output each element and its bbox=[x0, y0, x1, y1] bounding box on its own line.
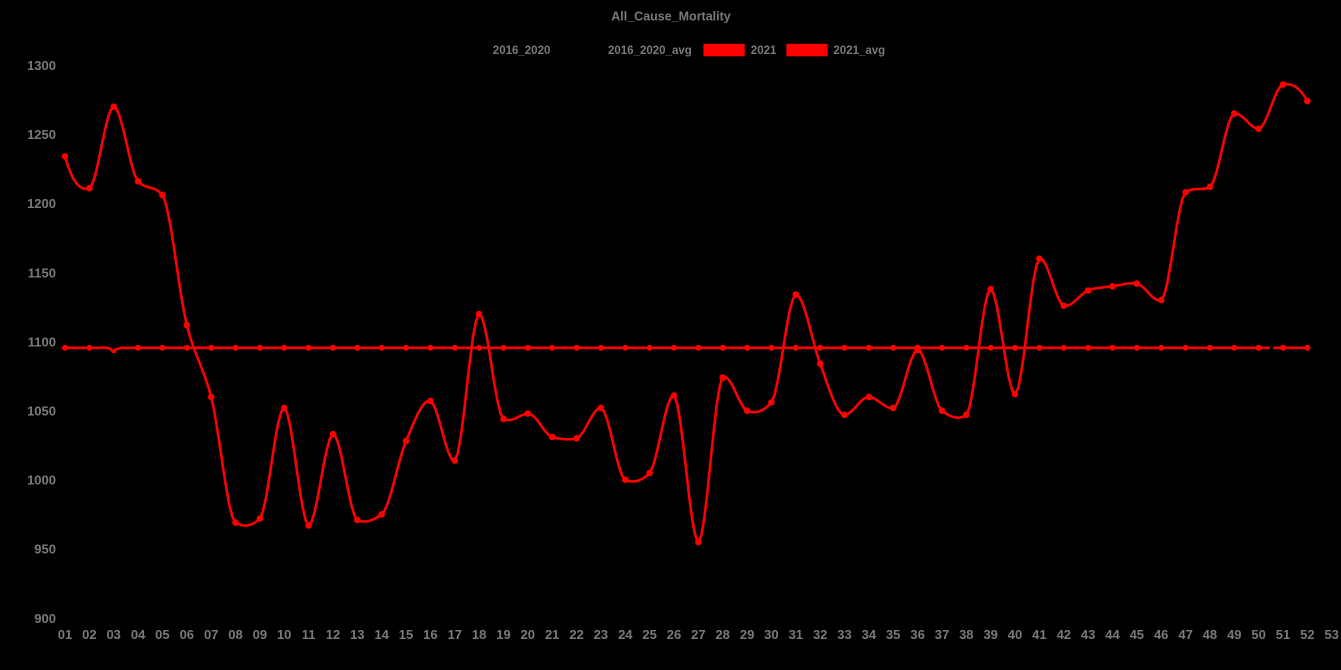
svg-text:38: 38 bbox=[959, 627, 973, 642]
svg-text:1050: 1050 bbox=[27, 404, 56, 419]
svg-text:35: 35 bbox=[886, 627, 900, 642]
svg-text:31: 31 bbox=[789, 627, 803, 642]
svg-text:49: 49 bbox=[1227, 627, 1241, 642]
svg-text:21: 21 bbox=[545, 627, 559, 642]
svg-text:25: 25 bbox=[642, 627, 656, 642]
svg-text:45: 45 bbox=[1130, 627, 1144, 642]
svg-text:19: 19 bbox=[496, 627, 510, 642]
svg-text:17: 17 bbox=[448, 627, 462, 642]
svg-text:36: 36 bbox=[910, 627, 924, 642]
svg-text:900: 900 bbox=[34, 611, 56, 626]
svg-text:27: 27 bbox=[691, 627, 705, 642]
svg-text:04: 04 bbox=[131, 627, 146, 642]
svg-text:34: 34 bbox=[862, 627, 877, 642]
svg-text:1300: 1300 bbox=[27, 58, 56, 73]
svg-text:33: 33 bbox=[837, 627, 851, 642]
svg-text:2021_avg: 2021_avg bbox=[833, 45, 885, 57]
svg-text:28: 28 bbox=[715, 627, 729, 642]
svg-text:50: 50 bbox=[1251, 627, 1265, 642]
svg-text:16: 16 bbox=[423, 627, 437, 642]
svg-text:950: 950 bbox=[34, 542, 56, 557]
svg-text:12: 12 bbox=[326, 627, 340, 642]
svg-text:2021: 2021 bbox=[751, 45, 777, 57]
svg-text:03: 03 bbox=[106, 627, 120, 642]
svg-text:08: 08 bbox=[228, 627, 242, 642]
svg-text:1200: 1200 bbox=[27, 196, 56, 211]
svg-text:01: 01 bbox=[58, 627, 72, 642]
svg-text:39: 39 bbox=[983, 627, 997, 642]
svg-text:15: 15 bbox=[399, 627, 413, 642]
svg-text:26: 26 bbox=[667, 627, 681, 642]
svg-text:30: 30 bbox=[764, 627, 778, 642]
svg-text:37: 37 bbox=[935, 627, 949, 642]
svg-text:24: 24 bbox=[618, 627, 633, 642]
svg-text:46: 46 bbox=[1154, 627, 1168, 642]
svg-text:20: 20 bbox=[521, 627, 535, 642]
svg-text:1250: 1250 bbox=[27, 127, 56, 142]
svg-text:2016_2020_avg: 2016_2020_avg bbox=[608, 45, 692, 57]
svg-text:43: 43 bbox=[1081, 627, 1095, 642]
svg-text:09: 09 bbox=[253, 627, 267, 642]
svg-text:10: 10 bbox=[277, 627, 291, 642]
svg-text:07: 07 bbox=[204, 627, 218, 642]
svg-text:44: 44 bbox=[1105, 627, 1120, 642]
svg-text:47: 47 bbox=[1178, 627, 1192, 642]
svg-text:14: 14 bbox=[374, 627, 389, 642]
svg-text:42: 42 bbox=[1057, 627, 1071, 642]
svg-text:1100: 1100 bbox=[28, 334, 56, 349]
svg-text:06: 06 bbox=[180, 627, 194, 642]
svg-text:1000: 1000 bbox=[27, 473, 56, 488]
svg-text:18: 18 bbox=[472, 627, 486, 642]
svg-text:22: 22 bbox=[569, 627, 583, 642]
svg-text:05: 05 bbox=[155, 627, 169, 642]
svg-text:40: 40 bbox=[1008, 627, 1022, 642]
svg-text:02: 02 bbox=[82, 627, 96, 642]
svg-text:52: 52 bbox=[1300, 627, 1314, 642]
svg-text:41: 41 bbox=[1032, 627, 1046, 642]
svg-text:All_Cause_Mortality: All_Cause_Mortality bbox=[611, 10, 731, 24]
svg-text:32: 32 bbox=[813, 627, 827, 642]
svg-text:53: 53 bbox=[1324, 627, 1338, 642]
svg-text:2016_2020: 2016_2020 bbox=[493, 45, 551, 57]
svg-text:23: 23 bbox=[594, 627, 608, 642]
svg-text:29: 29 bbox=[740, 627, 754, 642]
svg-text:11: 11 bbox=[302, 627, 316, 642]
svg-text:48: 48 bbox=[1203, 627, 1217, 642]
svg-text:1150: 1150 bbox=[28, 265, 56, 280]
svg-text:13: 13 bbox=[350, 627, 364, 642]
svg-text:51: 51 bbox=[1276, 627, 1290, 642]
